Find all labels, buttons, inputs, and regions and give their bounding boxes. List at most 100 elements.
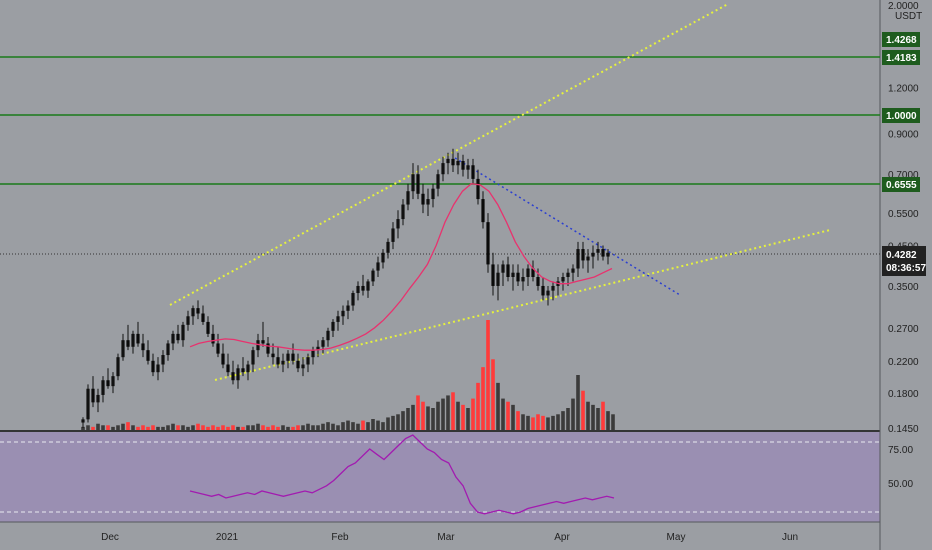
candle-body — [131, 333, 135, 347]
candle-body — [196, 308, 200, 314]
candle-body — [596, 249, 600, 253]
volume-bar — [441, 398, 445, 430]
volume-bar — [516, 411, 520, 430]
volume-bar — [166, 425, 170, 430]
volume-bar — [206, 426, 210, 430]
candle-body — [466, 165, 470, 170]
candle-body — [161, 355, 165, 365]
volume-bar — [271, 425, 275, 430]
candle-body — [346, 305, 350, 311]
svg-text:1.0000: 1.0000 — [886, 111, 917, 122]
price-tick-0-1450: 0.1450 — [888, 424, 919, 435]
volume-bar — [321, 423, 325, 430]
candle-body — [331, 321, 335, 331]
volume-bar — [96, 423, 100, 430]
volume-bar — [426, 406, 430, 430]
volume-bar — [351, 422, 355, 430]
volume-bar — [556, 414, 560, 430]
volume-bar — [571, 398, 575, 430]
upper-trendline[interactable] — [169, 3, 729, 306]
volume-bar — [246, 425, 250, 430]
candle-body — [311, 350, 315, 358]
candle-body — [256, 340, 260, 351]
candle-body — [551, 285, 555, 291]
volume-bars — [81, 320, 615, 430]
volume-bar — [366, 422, 370, 430]
candle-body — [511, 272, 515, 277]
candle-body — [531, 268, 535, 277]
candle-body — [451, 158, 455, 166]
candle-body — [116, 357, 120, 377]
price-tick-1-2000: 1.2000 — [888, 83, 919, 94]
svg-text:0.4282: 0.4282 — [886, 250, 917, 261]
candle-body — [586, 256, 590, 261]
time-axis-labels: Dec 2021 Feb Mar Apr May Jun — [101, 532, 798, 543]
currency-label[interactable]: USDT — [895, 11, 922, 22]
candle-body — [231, 372, 235, 381]
candlesticks — [81, 148, 610, 428]
rsi-tick-50: 50.00 — [888, 479, 913, 490]
volume-bar — [381, 422, 385, 430]
candle-body — [156, 364, 160, 373]
candle-body — [481, 199, 485, 223]
candle-body — [141, 343, 145, 351]
volume-bar — [81, 426, 85, 430]
volume-bar — [376, 420, 380, 430]
time-label-2021: 2021 — [216, 532, 239, 543]
volume-bar — [186, 426, 190, 430]
volume-bar — [341, 422, 345, 430]
volume-bar — [411, 404, 415, 430]
candle-body — [251, 350, 255, 365]
candle-body — [436, 174, 440, 189]
descending-trendline[interactable] — [454, 157, 681, 296]
time-label-jun: Jun — [782, 532, 798, 543]
volume-bar — [126, 422, 130, 430]
volume-bar — [541, 415, 545, 430]
volume-bar — [86, 425, 90, 430]
volume-bar — [431, 408, 435, 430]
candle-body — [171, 333, 175, 344]
candle-body — [351, 293, 355, 306]
candle-body — [101, 380, 105, 395]
candle-body — [271, 353, 275, 358]
candle-body — [496, 272, 500, 286]
candle-body — [146, 350, 150, 361]
volume-bar — [131, 425, 135, 430]
candle-body — [111, 376, 115, 387]
candle-body — [281, 360, 285, 365]
volume-bar — [216, 426, 220, 430]
candle-body — [211, 333, 215, 344]
level-tag-1-4183: 1.4183 — [882, 50, 920, 65]
volume-bar — [101, 425, 105, 430]
volume-bar — [161, 426, 165, 430]
candle-body — [566, 272, 570, 277]
volume-bar — [276, 426, 280, 430]
candle-body — [391, 228, 395, 242]
volume-bar — [336, 425, 340, 430]
volume-bar — [146, 426, 150, 430]
price-tick-0-1800: 0.1800 — [888, 389, 919, 400]
price-tick-0-5500: 0.5500 — [888, 209, 919, 220]
candle-body — [501, 264, 505, 273]
volume-bar — [181, 425, 185, 430]
candle-body — [471, 165, 475, 179]
volume-bar — [141, 425, 145, 430]
candle-body — [221, 353, 225, 365]
candle-body — [601, 249, 605, 257]
volume-bar — [111, 426, 115, 430]
volume-bar — [466, 408, 470, 430]
volume-bar — [531, 417, 535, 430]
volume-bar — [521, 414, 525, 430]
svg-text:1.4183: 1.4183 — [886, 53, 917, 64]
volume-bar — [291, 426, 295, 430]
volume-bar — [526, 415, 530, 430]
candle-body — [236, 368, 240, 381]
candle-body — [356, 285, 360, 294]
volume-bar — [311, 425, 315, 430]
volume-bar — [436, 401, 440, 430]
candle-body — [476, 178, 480, 200]
volume-bar — [481, 367, 485, 430]
candle-body — [181, 324, 185, 341]
candle-body — [286, 353, 290, 361]
